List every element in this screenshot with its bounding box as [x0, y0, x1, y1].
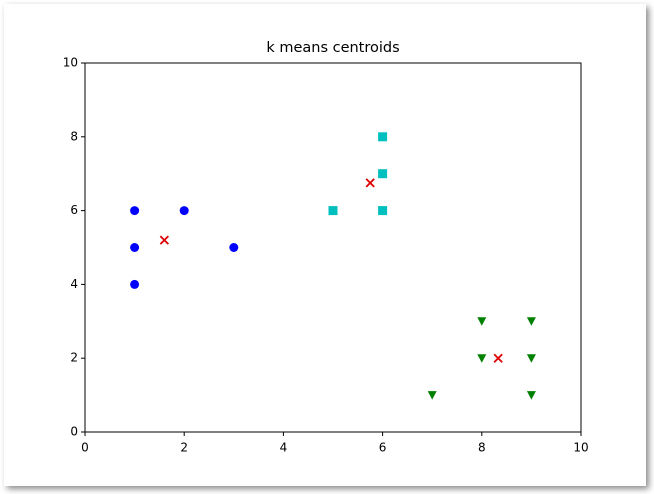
triangle-point [427, 391, 437, 400]
triangle-point [477, 354, 487, 363]
centroid-point [493, 353, 503, 363]
y-tick-label: 6 [70, 203, 78, 217]
y-tick-label: 4 [70, 277, 78, 291]
triangle-point [526, 317, 536, 326]
circle-point [130, 243, 140, 252]
triangle-point [526, 354, 536, 363]
y-tick-label: 2 [70, 351, 78, 365]
circle-point [130, 206, 140, 216]
triangle-point [526, 391, 536, 400]
x-tick-label: 8 [478, 441, 486, 455]
x-tick-label: 6 [379, 441, 387, 455]
figure-card [4, 4, 646, 486]
triangle-point [477, 317, 487, 326]
x-tick-label: 4 [280, 441, 288, 455]
circle-point [130, 279, 140, 289]
centroid-point [159, 235, 169, 245]
x-tick-label: 0 [81, 441, 89, 455]
plot-frame [84, 62, 582, 433]
square-point [378, 132, 388, 142]
circle-point [229, 243, 239, 252]
y-tick-label: 10 [63, 56, 78, 70]
square-point [378, 206, 388, 216]
square-point [328, 206, 338, 216]
centroid-point [365, 178, 375, 188]
y-tick-label: 8 [70, 129, 78, 143]
circle-point [179, 206, 189, 216]
square-point [378, 169, 388, 179]
chart-title: k means centroids [266, 40, 399, 56]
y-tick-label: 0 [70, 425, 78, 439]
x-tick-label: 2 [180, 441, 188, 455]
x-tick-label: 10 [573, 441, 588, 455]
